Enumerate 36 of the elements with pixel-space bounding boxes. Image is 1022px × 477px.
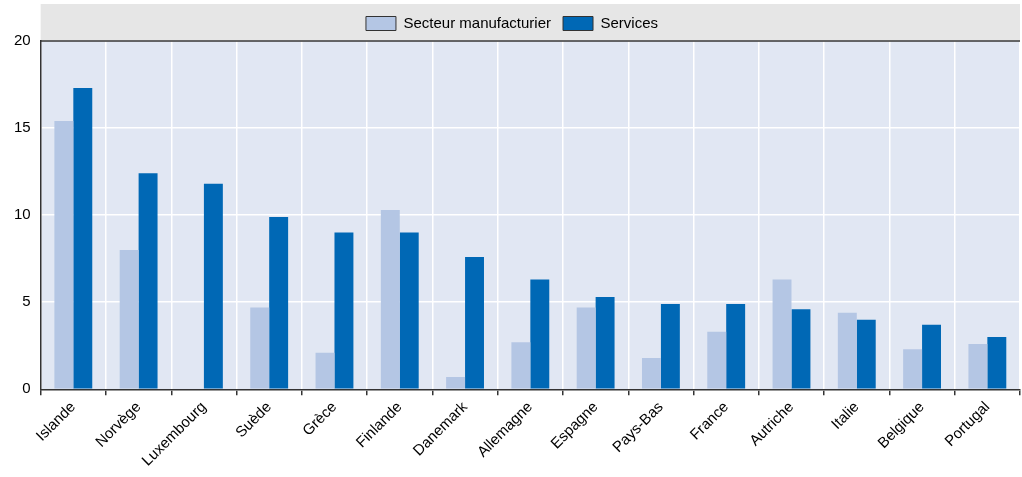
bar bbox=[576, 307, 596, 389]
bar bbox=[903, 349, 923, 389]
bar bbox=[465, 256, 484, 389]
bar bbox=[399, 232, 419, 389]
bar bbox=[530, 279, 550, 389]
bar bbox=[250, 307, 270, 389]
bar bbox=[772, 279, 792, 389]
bar bbox=[334, 232, 354, 389]
bar bbox=[380, 209, 400, 389]
y-tick-label: 10 bbox=[14, 205, 31, 223]
legend-label: Services bbox=[600, 13, 659, 31]
bar bbox=[446, 377, 466, 389]
legend-label: Secteur manufacturier bbox=[403, 13, 552, 31]
bar bbox=[269, 216, 289, 389]
y-tick-label: 15 bbox=[14, 118, 31, 136]
y-tick-label: 5 bbox=[22, 292, 31, 310]
bar bbox=[119, 249, 139, 389]
bar bbox=[315, 352, 335, 389]
bar bbox=[54, 121, 74, 389]
bar bbox=[660, 303, 680, 389]
bar bbox=[987, 337, 1007, 389]
bar bbox=[73, 88, 93, 389]
bar bbox=[922, 324, 941, 389]
bar bbox=[856, 319, 876, 389]
bar bbox=[968, 344, 988, 389]
y-tick-label: 0 bbox=[22, 379, 31, 397]
bar bbox=[641, 357, 661, 389]
bar bbox=[791, 309, 811, 389]
bar bbox=[707, 331, 727, 389]
bar bbox=[511, 342, 531, 389]
bar bbox=[726, 303, 746, 389]
bar bbox=[837, 312, 857, 389]
y-tick-label: 20 bbox=[14, 31, 31, 49]
bar bbox=[595, 297, 615, 389]
bar bbox=[138, 173, 158, 389]
bar bbox=[203, 183, 223, 389]
